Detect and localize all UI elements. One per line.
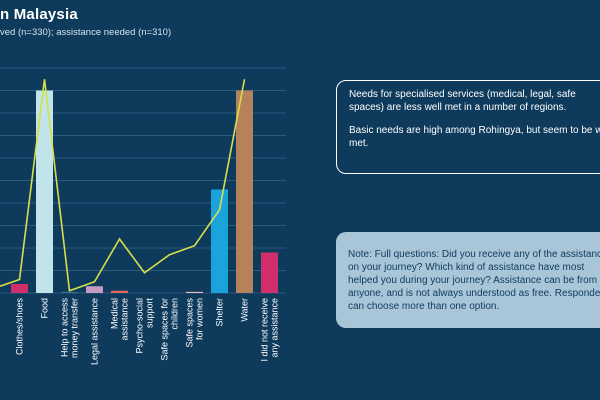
bar-9 xyxy=(236,90,253,293)
category-label: Legal assistance xyxy=(90,298,100,365)
category-label: Help to accessmoney transfer xyxy=(60,298,80,359)
bars xyxy=(11,90,278,293)
chart-subtitle: ved (n=330); assistance needed (n=310) xyxy=(0,27,172,38)
category-label: Medicalassistance xyxy=(110,298,130,341)
category-label: Clothes/shoes xyxy=(15,298,25,356)
bar-0 xyxy=(11,284,28,293)
line-series-path xyxy=(0,79,246,292)
category-labels: Clothes/shoes Food Help to accessmoney tra… xyxy=(15,298,280,366)
category-label: I did not receiveany assistance xyxy=(260,298,280,362)
category-label: Water xyxy=(240,298,250,322)
bar-1 xyxy=(36,90,53,293)
note-text: Note: Full questions: Did you receive an… xyxy=(348,249,600,312)
note-box: Note: Full questions: Did you receive an… xyxy=(336,232,600,328)
insight-text-2: Basic needs are high among Rohingya, but… xyxy=(349,125,600,149)
bar-3 xyxy=(86,286,103,293)
line-series xyxy=(0,79,246,292)
category-label: Safe spacesfor women xyxy=(185,298,205,348)
category-label: Shelter xyxy=(215,298,225,327)
bar-7 xyxy=(186,291,203,293)
category-label: Safe spaces forchildren xyxy=(160,298,180,361)
insight-box: Needs for specialised services (medical,… xyxy=(336,80,600,174)
chart-title: n Malaysia xyxy=(0,6,78,23)
bar-2 xyxy=(61,291,78,293)
insight-text-1: Needs for specialised services (medical,… xyxy=(349,89,576,113)
bar-8 xyxy=(211,189,228,293)
bar-4 xyxy=(111,290,128,293)
category-label: Food xyxy=(40,298,50,319)
category-label: Psycho-socialsupport xyxy=(135,298,155,354)
bar-10 xyxy=(261,252,278,293)
